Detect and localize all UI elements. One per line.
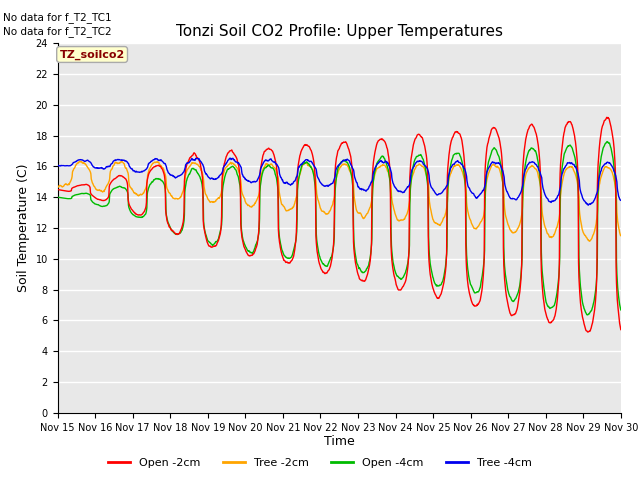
Legend: Open -2cm, Tree -2cm, Open -4cm, Tree -4cm: Open -2cm, Tree -2cm, Open -4cm, Tree -4… [104,453,536,472]
Text: TZ_soilco2: TZ_soilco2 [60,49,125,60]
Title: Tonzi Soil CO2 Profile: Upper Temperatures: Tonzi Soil CO2 Profile: Upper Temperatur… [176,24,502,39]
Y-axis label: Soil Temperature (C): Soil Temperature (C) [17,164,30,292]
Text: No data for f_T2_TC2: No data for f_T2_TC2 [3,26,112,37]
Text: No data for f_T2_TC1: No data for f_T2_TC1 [3,12,112,23]
X-axis label: Time: Time [324,435,355,448]
